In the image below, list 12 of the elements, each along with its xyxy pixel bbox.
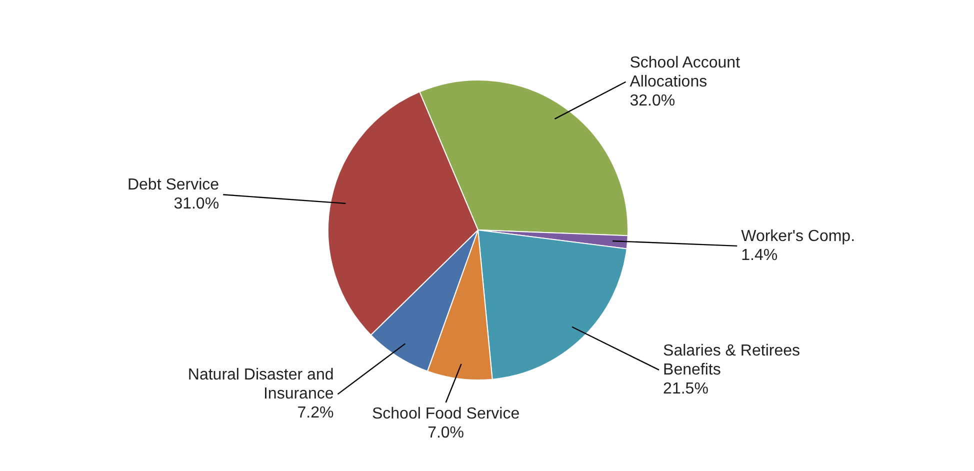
slice-label: Salaries & Retirees Benefits	[663, 342, 800, 378]
data-label: 31.0%	[174, 196, 220, 213]
data-label: 21.5%	[663, 380, 708, 398]
slice-label: Worker's Comp.	[741, 228, 856, 245]
slice-label: School Account Allocations	[630, 54, 741, 90]
slice-label: Natural Disaster and Insurance	[188, 366, 334, 403]
data-label: 7.0%	[428, 424, 464, 442]
data-label: 7.2%	[297, 404, 334, 422]
data-label: 1.4%	[741, 246, 778, 264]
slice-label: Debt Service	[127, 176, 220, 194]
data-label: 32.0%	[630, 92, 676, 110]
slice-label: School Food Service	[372, 406, 520, 422]
